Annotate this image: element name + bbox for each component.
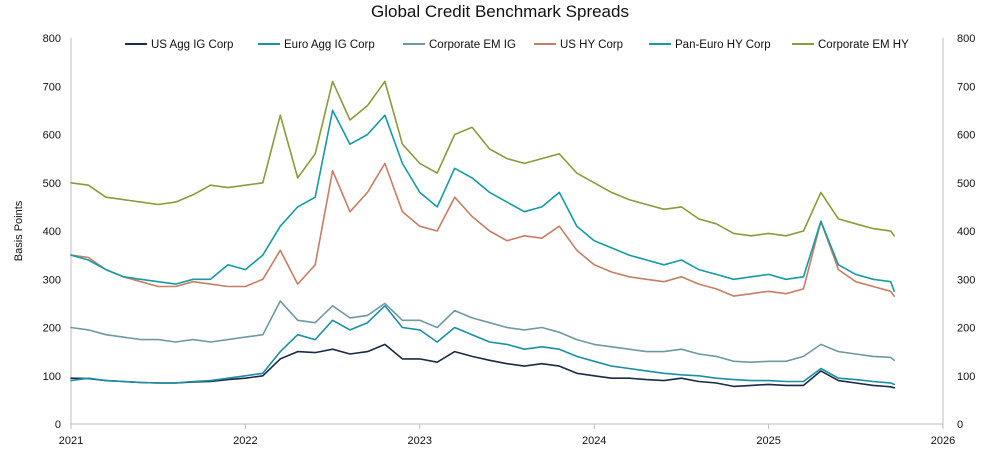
y-axis-title: Basis Points <box>13 200 25 261</box>
y-tick-label-left: 0 <box>55 419 61 431</box>
legend: US Agg IG Corp Euro Agg IG Corp Corporate … <box>125 39 909 51</box>
series-line <box>70 343 896 389</box>
legend-label: Corporate EM IG <box>429 39 516 51</box>
y-tick-label-right: 400 <box>957 226 975 238</box>
legend-label: US Agg IG Corp <box>151 39 233 51</box>
y-tick-label-left: 200 <box>43 323 61 335</box>
x-tick-label: 2021 <box>59 435 83 447</box>
x-tick-label: 2025 <box>756 435 780 447</box>
x-tick-label: 2023 <box>408 435 432 447</box>
chart-title: Global Credit Benchmark Spreads <box>371 2 629 21</box>
x-tick-label: 2026 <box>931 435 955 447</box>
series-line <box>70 162 896 297</box>
series-line <box>70 304 896 386</box>
axes: 0 0 100 100 200 200 300 300 400 400 500 500 600 600 70… <box>13 33 975 447</box>
y-tick-label-right: 300 <box>957 274 975 286</box>
legend-label: Corporate EM HY <box>818 39 909 51</box>
y-tick-label-left: 100 <box>43 371 61 383</box>
legend-label: Euro Agg IG Corp <box>284 39 375 51</box>
y-tick-label-left: 800 <box>43 33 61 45</box>
y-tick-label-left: 600 <box>43 130 61 142</box>
y-tick-label-right: 500 <box>957 178 975 190</box>
y-tick-label-left: 400 <box>43 226 61 238</box>
series-lines <box>70 80 896 389</box>
series-line <box>70 109 896 293</box>
x-tick-label: 2024 <box>582 435 606 447</box>
legend-label: Pan-Euro HY Corp <box>675 39 771 51</box>
y-tick-label-right: 200 <box>957 323 975 335</box>
legend-label: US HY Corp <box>560 39 623 51</box>
y-tick-label-left: 700 <box>43 81 61 93</box>
y-tick-label-right: 100 <box>957 371 975 383</box>
x-tick-label: 2022 <box>233 435 257 447</box>
y-tick-label-left: 300 <box>43 274 61 286</box>
series-line <box>70 300 896 364</box>
y-tick-label-right: 0 <box>957 419 963 431</box>
y-tick-label-right: 700 <box>957 81 975 93</box>
y-tick-label-right: 600 <box>957 130 975 142</box>
y-tick-label-left: 500 <box>43 178 61 190</box>
series-line <box>70 80 896 237</box>
y-tick-label-right: 800 <box>957 33 975 45</box>
